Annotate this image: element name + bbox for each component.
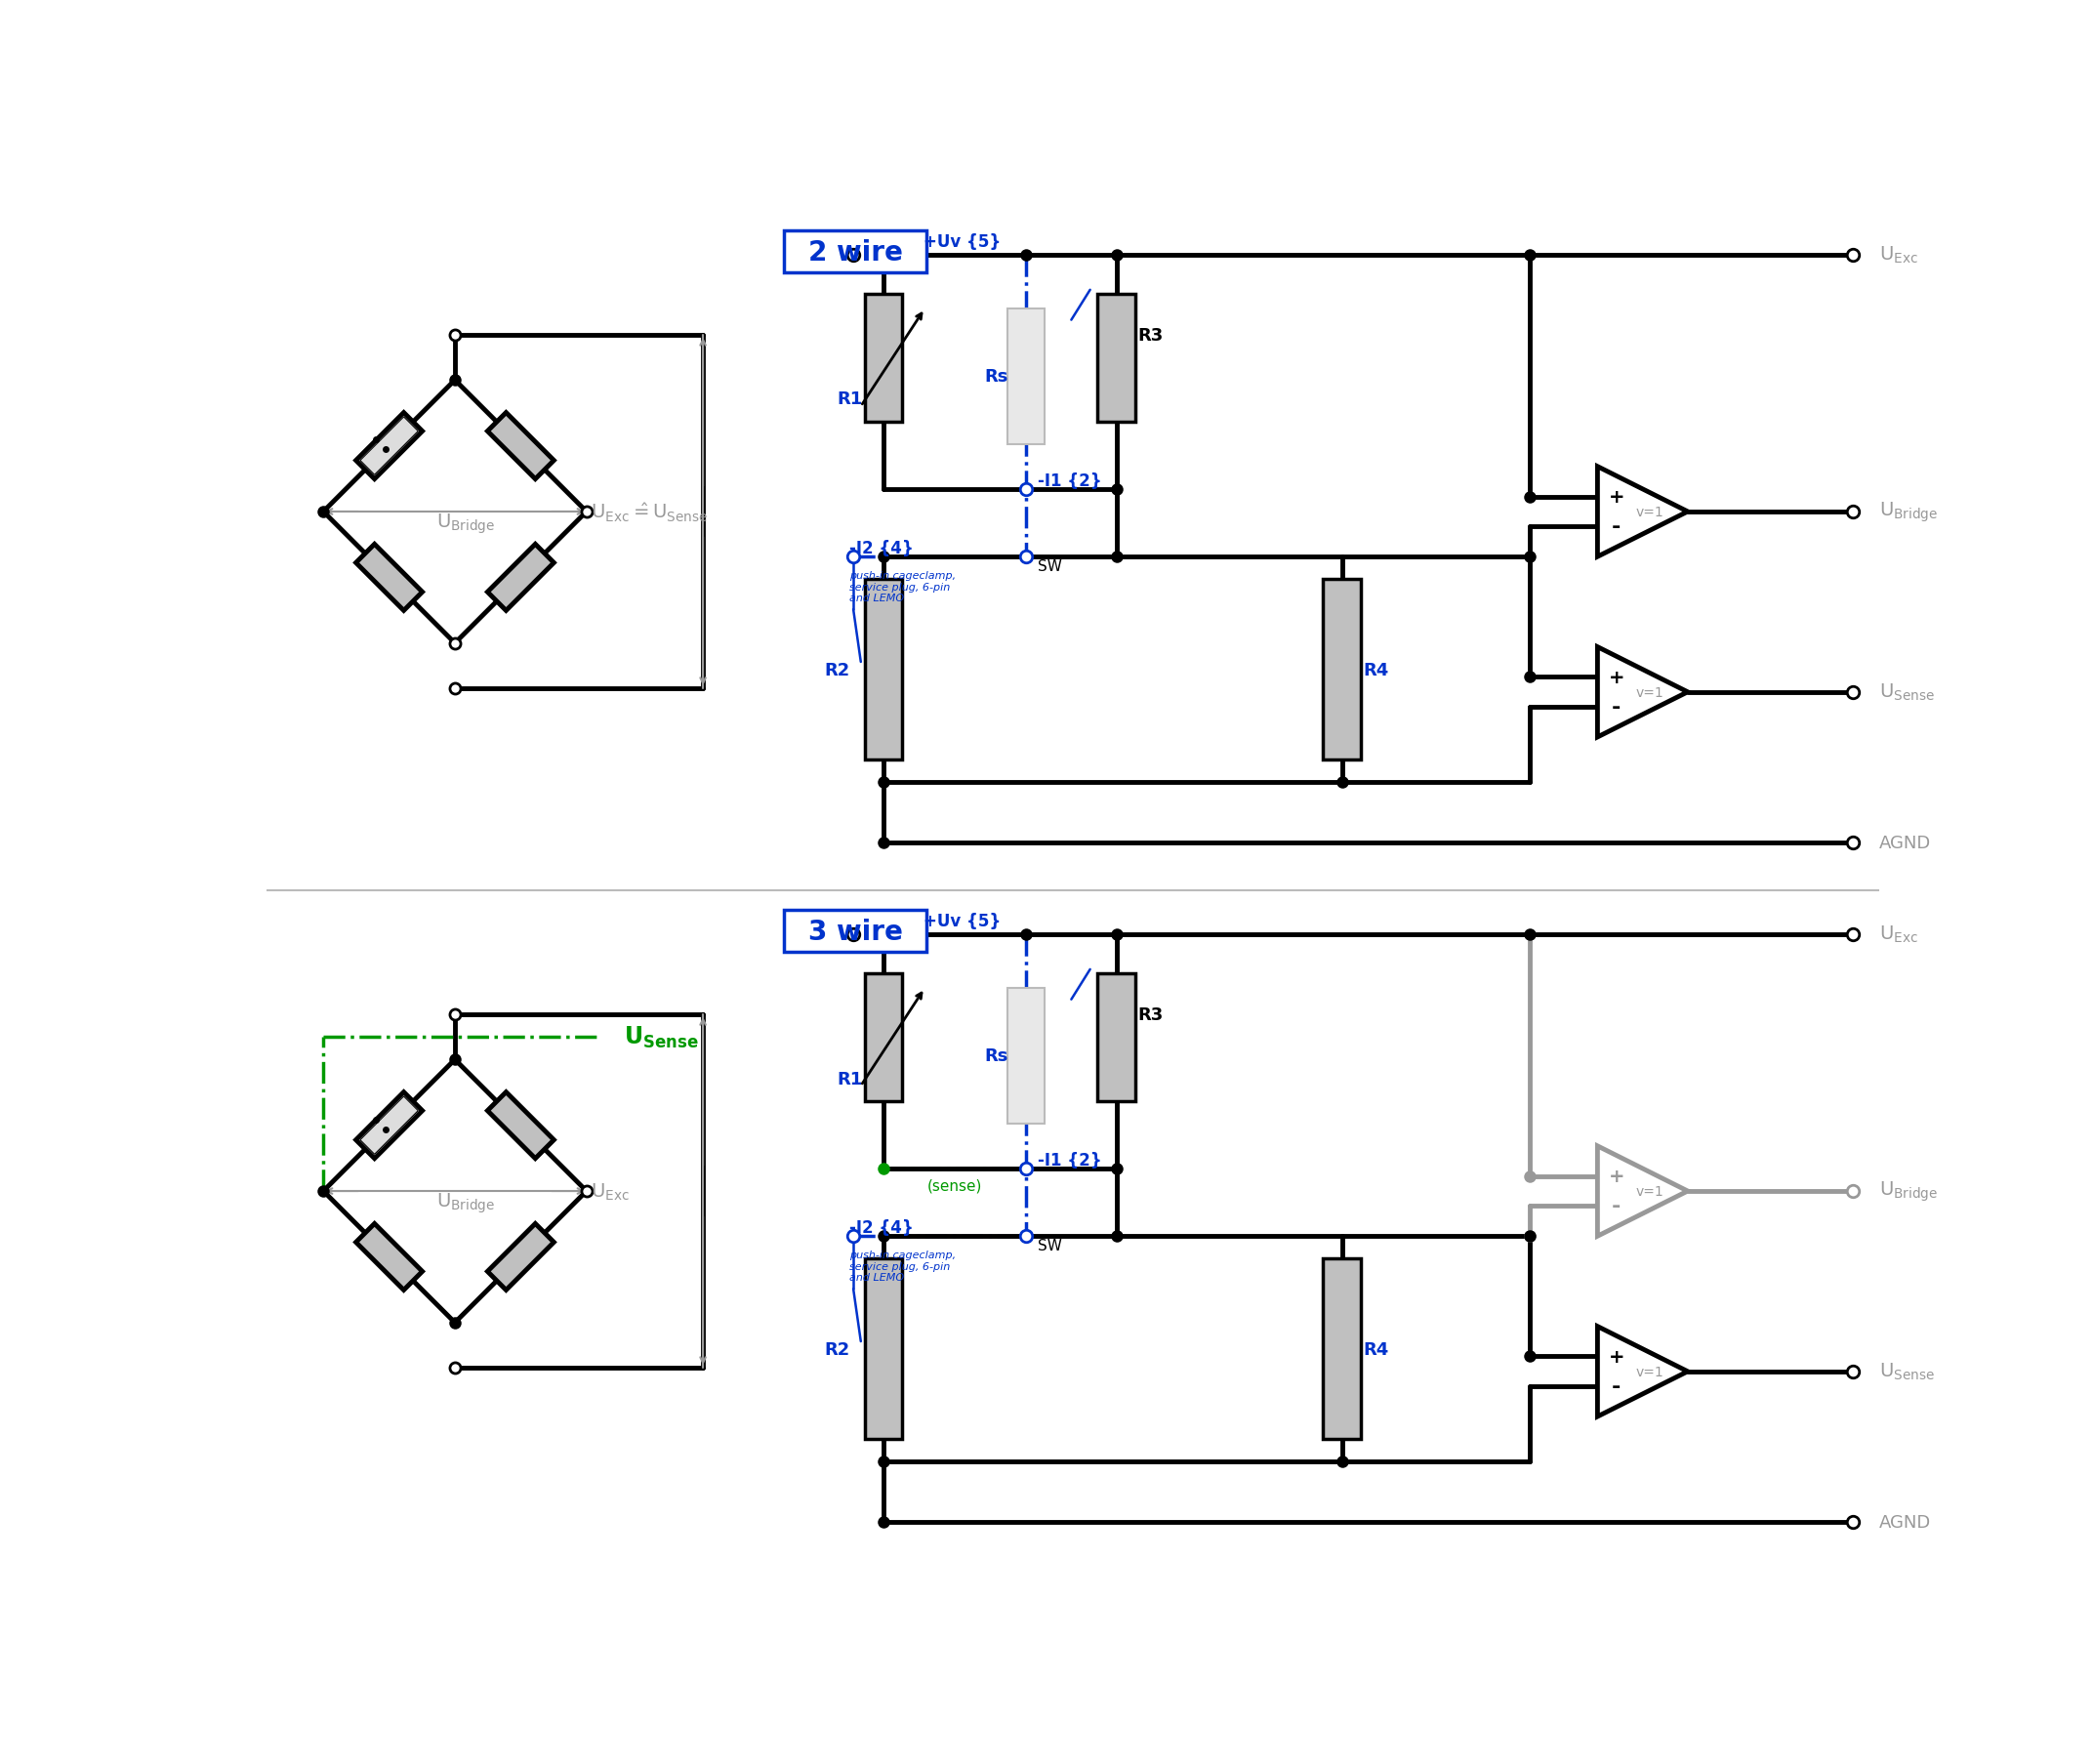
Bar xyxy=(356,545,423,610)
Text: -: - xyxy=(1612,699,1621,718)
Bar xyxy=(488,1092,555,1159)
Text: R4: R4 xyxy=(1363,662,1388,679)
Bar xyxy=(1323,1259,1361,1439)
Bar xyxy=(1007,988,1045,1124)
Text: -I2 {4}: -I2 {4} xyxy=(850,540,913,557)
Bar xyxy=(360,418,419,476)
Text: -: - xyxy=(1612,1378,1621,1397)
Text: -I1 {2}: -I1 {2} xyxy=(1037,1150,1101,1168)
Text: Rs: Rs xyxy=(984,369,1007,386)
Text: U$_\mathregular{Exc}$: U$_\mathregular{Exc}$ xyxy=(591,1180,628,1201)
Polygon shape xyxy=(1598,1327,1688,1416)
Polygon shape xyxy=(1598,647,1688,737)
Text: R2: R2 xyxy=(823,662,850,679)
Text: U$_\mathregular{Exc}$$\mathregular{\hat{=}}$U$_\mathregular{Sense}$: U$_\mathregular{Exc}$$\mathregular{\hat{… xyxy=(591,501,708,524)
Bar xyxy=(360,1097,419,1155)
Text: U$_\mathregular{Sense}$: U$_\mathregular{Sense}$ xyxy=(1880,1362,1935,1381)
Text: v=1: v=1 xyxy=(1635,1365,1665,1378)
Text: U$_\mathregular{Exc}$: U$_\mathregular{Exc}$ xyxy=(1880,245,1918,266)
Text: U$_\mathregular{Sense}$: U$_\mathregular{Sense}$ xyxy=(624,1025,699,1050)
Text: v=1: v=1 xyxy=(1635,1184,1665,1198)
Text: R3: R3 xyxy=(1137,1005,1162,1023)
Bar xyxy=(488,545,555,610)
Text: push-in cageclamp,
service plug, 6-pin
and LEMO: push-in cageclamp, service plug, 6-pin a… xyxy=(850,1251,957,1282)
Bar xyxy=(1007,309,1045,445)
Text: R1: R1 xyxy=(838,1069,863,1087)
Text: +Uv {5}: +Uv {5} xyxy=(923,912,1001,930)
Text: SW: SW xyxy=(1037,1238,1062,1252)
Text: -I2 {4}: -I2 {4} xyxy=(850,1219,913,1237)
Bar xyxy=(1097,295,1135,422)
Text: AGND: AGND xyxy=(1880,834,1931,852)
Text: (sense): (sense) xyxy=(928,1178,982,1192)
FancyBboxPatch shape xyxy=(783,910,926,953)
Text: v=1: v=1 xyxy=(1635,505,1665,519)
Text: +: + xyxy=(1608,1348,1625,1365)
Bar xyxy=(356,1224,423,1289)
Bar xyxy=(1097,974,1135,1101)
Text: U$_\mathregular{Bridge}$: U$_\mathregular{Bridge}$ xyxy=(1880,1180,1939,1203)
Text: R1: R1 xyxy=(838,390,863,407)
Polygon shape xyxy=(1598,1147,1688,1237)
Bar xyxy=(488,413,555,480)
Text: v=1: v=1 xyxy=(1635,686,1665,699)
Bar xyxy=(865,295,903,422)
Bar xyxy=(356,413,423,480)
Text: 3 wire: 3 wire xyxy=(808,917,903,946)
Text: R2: R2 xyxy=(823,1341,850,1358)
Text: AGND: AGND xyxy=(1880,1514,1931,1531)
Text: R3: R3 xyxy=(1137,326,1162,344)
Text: U$_\mathregular{Bridge}$: U$_\mathregular{Bridge}$ xyxy=(438,512,496,536)
Bar xyxy=(1323,580,1361,760)
FancyBboxPatch shape xyxy=(783,231,926,273)
Text: SW: SW xyxy=(1037,559,1062,573)
Text: U$_\mathregular{Bridge}$: U$_\mathregular{Bridge}$ xyxy=(438,1191,496,1215)
Bar xyxy=(865,974,903,1101)
Text: -I1 {2}: -I1 {2} xyxy=(1037,471,1101,489)
Text: U$_\mathregular{Sense}$: U$_\mathregular{Sense}$ xyxy=(1880,683,1935,702)
Bar xyxy=(865,580,903,760)
Text: +: + xyxy=(1608,669,1625,686)
Text: Rs: Rs xyxy=(984,1048,1007,1065)
Bar xyxy=(865,1259,903,1439)
Text: push-in cageclamp,
service plug, 6-pin
and LEMO: push-in cageclamp, service plug, 6-pin a… xyxy=(850,572,957,603)
Text: R4: R4 xyxy=(1363,1341,1388,1358)
Polygon shape xyxy=(1598,467,1688,557)
Text: U$_\mathregular{Bridge}$: U$_\mathregular{Bridge}$ xyxy=(1880,501,1939,524)
Bar xyxy=(356,1092,423,1159)
Text: +: + xyxy=(1608,1168,1625,1185)
Text: 2 wire: 2 wire xyxy=(808,238,903,266)
Text: +Uv {5}: +Uv {5} xyxy=(923,233,1001,250)
Text: +: + xyxy=(1608,489,1625,506)
Text: -: - xyxy=(1612,1196,1621,1215)
Text: U$_\mathregular{Exc}$: U$_\mathregular{Exc}$ xyxy=(1880,924,1918,946)
Bar xyxy=(488,1224,555,1289)
Text: -: - xyxy=(1612,517,1621,536)
